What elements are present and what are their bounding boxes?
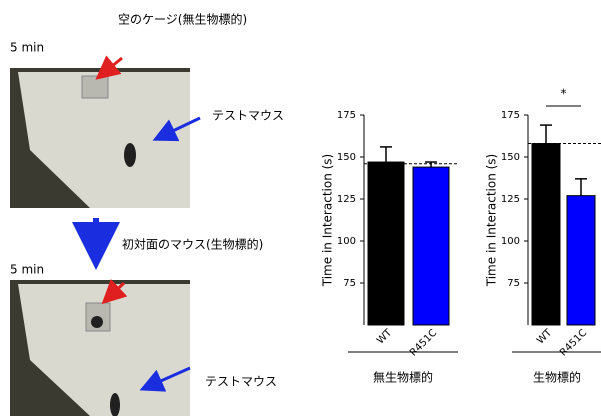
bar [566, 195, 596, 326]
y-tick-label: 125 [501, 194, 520, 205]
x-tick-label: R451C [558, 327, 589, 358]
x-axis-label: 生物標的 [533, 370, 581, 385]
y-tick-label: 150 [501, 152, 520, 163]
y-tick-label: 100 [337, 236, 356, 247]
y-tick-label: 75 [343, 278, 356, 289]
bar [367, 161, 405, 326]
y-tick-label: 125 [337, 194, 356, 205]
top-label: 空のケージ(無生物標的) [118, 12, 247, 27]
y-tick-label: 175 [337, 110, 356, 121]
y-tick-label: 175 [501, 110, 520, 121]
time-label: 5 min [10, 41, 44, 55]
bar [531, 143, 561, 326]
x-axis-label: 無生物標的 [373, 370, 433, 385]
middle-label: 初対面のマウス(生物標的) [122, 237, 263, 252]
y-tick-label: 100 [501, 236, 520, 247]
photo-2 [10, 280, 190, 417]
mouse-label: テストマウス [212, 109, 284, 123]
photo-1 [10, 68, 190, 208]
x-tick-label: R451C [408, 327, 439, 358]
x-tick-label: WT [375, 327, 395, 347]
y-tick-label: 150 [337, 152, 356, 163]
y-axis-label: Time in Interaction (s) [321, 154, 335, 287]
mouse-label: テストマウス [205, 375, 277, 389]
time-label: 5 min [10, 263, 44, 277]
y-axis-label: Time in Interaction (s) [485, 154, 499, 287]
x-tick-label: WT [535, 327, 555, 347]
significance-label: * [561, 87, 567, 101]
y-tick-label: 75 [507, 278, 520, 289]
bar [412, 166, 450, 326]
